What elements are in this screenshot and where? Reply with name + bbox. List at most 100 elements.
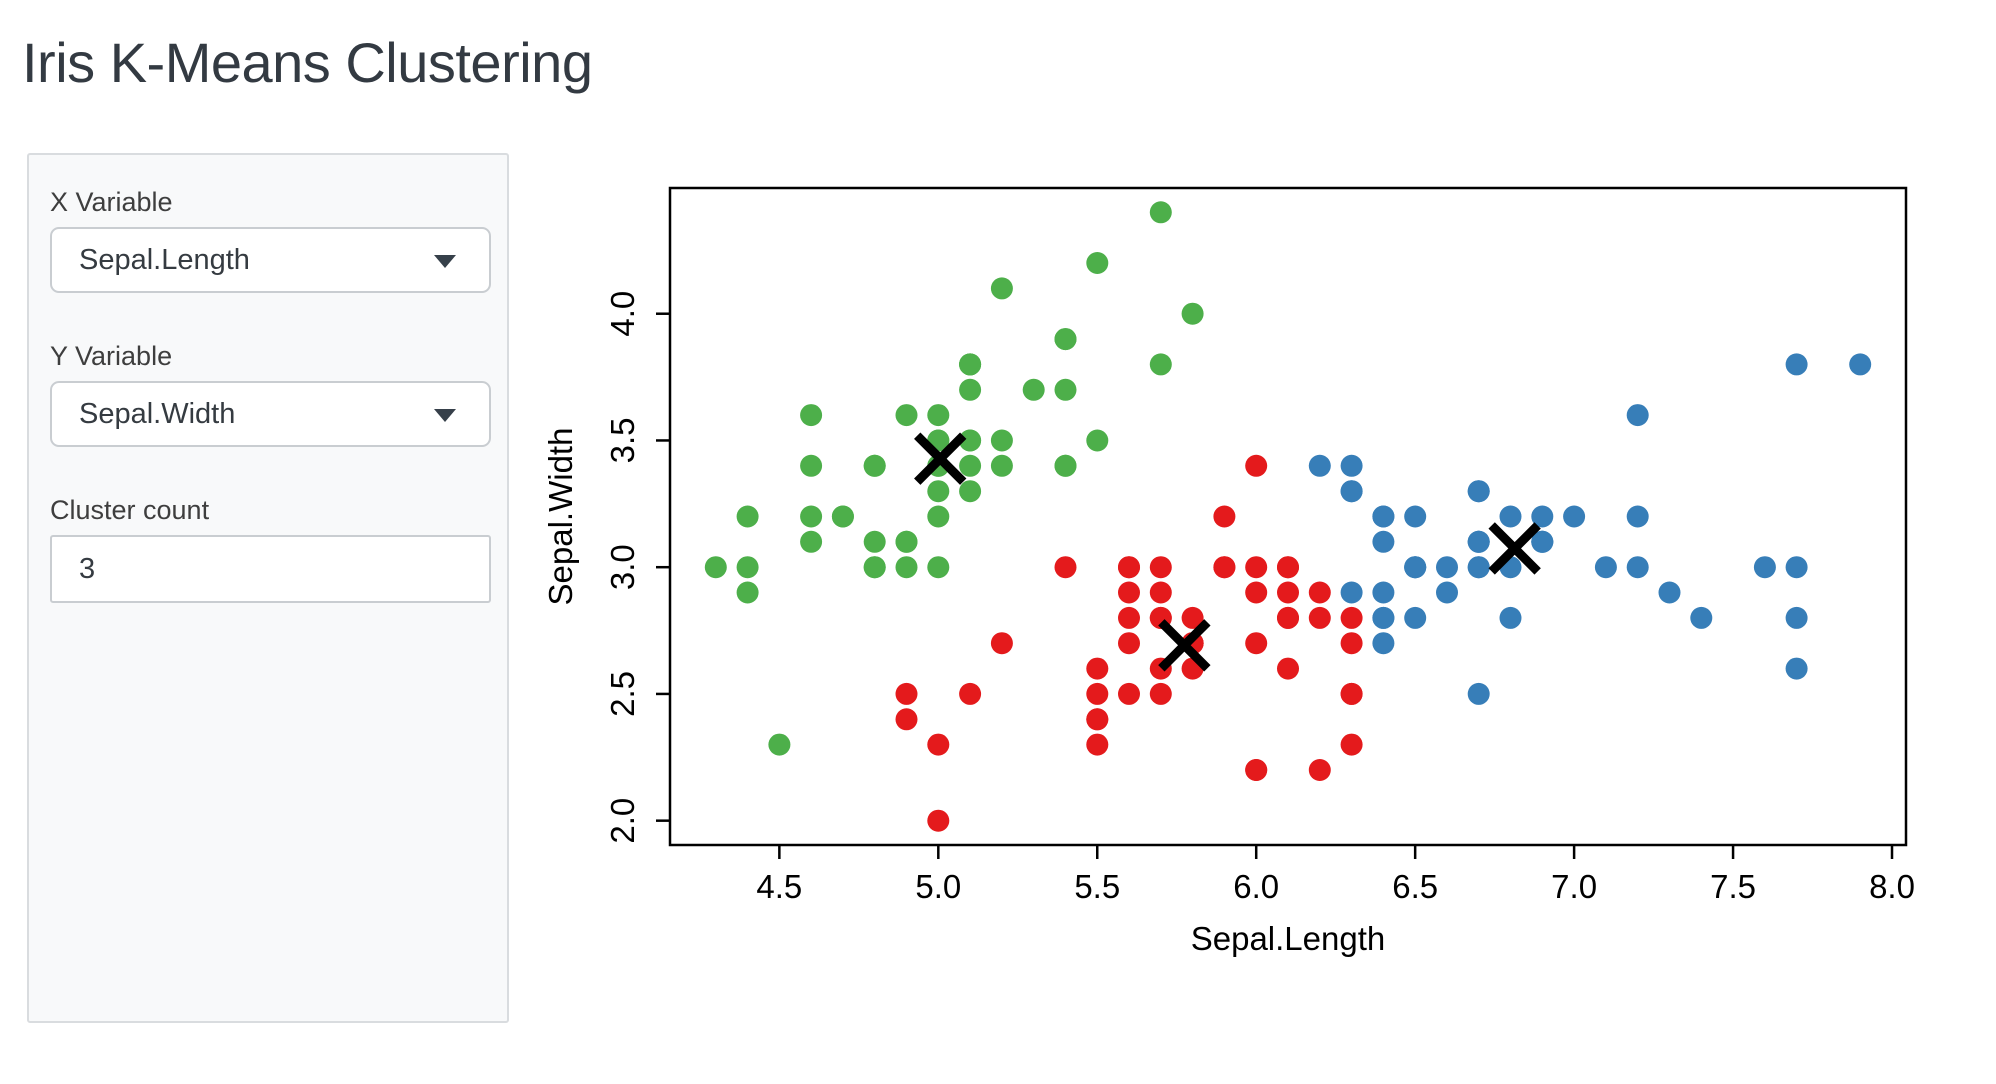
cluster-green-point	[1054, 378, 1077, 401]
cluster-green-point	[990, 429, 1013, 452]
cluster-green-point	[895, 530, 918, 553]
y-variable-select[interactable]: Sepal.Width	[50, 381, 491, 447]
cluster-blue-point	[1594, 556, 1617, 579]
y-variable-value: Sepal.Width	[79, 397, 236, 430]
cluster-red-point	[927, 733, 950, 756]
cluster-blue-point	[1372, 632, 1395, 655]
y-variable-label: Y Variable	[50, 341, 173, 371]
x-variable-label: X Variable	[50, 187, 173, 217]
cluster-red-point	[1118, 581, 1140, 604]
cluster-green-point	[959, 454, 982, 477]
cluster-green-point	[863, 530, 886, 553]
cluster-red-point	[1277, 556, 1299, 579]
cluster-red-point	[1277, 606, 1299, 629]
cluster-red-point	[1340, 632, 1363, 655]
cluster-green-point	[990, 454, 1013, 477]
x-tick-label: 6.5	[1392, 868, 1438, 905]
cluster-count-input[interactable]	[50, 535, 491, 603]
cluster-red-point	[1149, 556, 1172, 579]
cluster-green-point	[1054, 454, 1077, 477]
cluster-blue-point	[1404, 556, 1427, 579]
cluster-blue-point	[1436, 581, 1458, 604]
cluster-blue-point	[1308, 454, 1331, 477]
y-variable-group: Y Variable Sepal.Width	[50, 341, 491, 447]
cluster-blue-point	[1531, 505, 1554, 528]
cluster-red-point	[1245, 556, 1268, 579]
cluster-green-point	[1022, 378, 1045, 401]
cluster-red-point	[1118, 556, 1140, 579]
cluster-blue-point	[1626, 404, 1649, 427]
y-tick-label: 4.0	[604, 291, 641, 337]
cluster-count-group: Cluster count	[50, 495, 491, 603]
cluster-red-point	[1308, 581, 1331, 604]
cluster-red-point	[1086, 682, 1109, 705]
x-variable-value: Sepal.Length	[79, 243, 250, 276]
cluster-blue-point	[1785, 606, 1808, 629]
cluster-red-point	[1181, 606, 1204, 629]
cluster-green-point	[736, 581, 759, 604]
cluster-green-point	[959, 429, 982, 452]
cluster-red-point	[1340, 733, 1363, 756]
sidebar-panel: X Variable Sepal.Length Y Variable Sepal…	[27, 153, 509, 1023]
cluster-blue-point	[1340, 480, 1363, 503]
cluster-blue-point	[1436, 556, 1458, 579]
cluster-blue-point	[1531, 530, 1554, 553]
cluster-green-point	[863, 454, 886, 477]
cluster-green-point	[1054, 328, 1077, 351]
cluster-blue-point	[1404, 505, 1427, 528]
x-variable-select[interactable]: Sepal.Length	[50, 227, 491, 293]
cluster-red-point	[1308, 606, 1331, 629]
cluster-green-point	[736, 556, 759, 579]
cluster-red-point	[1245, 759, 1268, 781]
cluster-green-point	[959, 480, 982, 503]
cluster-blue-point	[1372, 606, 1395, 629]
cluster-red-point	[1149, 581, 1172, 604]
cluster-green-point	[831, 505, 854, 528]
cluster-red-point	[1245, 454, 1268, 477]
x-tick-label: 7.5	[1710, 868, 1756, 905]
cluster-red-point	[1340, 606, 1363, 629]
x-tick-label: 8.0	[1869, 868, 1915, 905]
plot-frame	[668, 186, 1908, 847]
cluster-green-point	[1181, 302, 1204, 325]
cluster-green-point	[959, 378, 982, 401]
cluster-blue-point	[1467, 682, 1490, 705]
y-tick-label: 3.0	[604, 544, 641, 590]
cluster-green-point	[1086, 252, 1109, 274]
cluster-green-point	[800, 530, 823, 553]
y-tick-label: 3.5	[604, 418, 641, 464]
cluster-blue-point	[1785, 353, 1808, 376]
cluster-red-point	[1118, 632, 1140, 655]
cluster-center-marker	[1488, 522, 1541, 575]
y-tick-label: 2.5	[604, 671, 641, 717]
cluster-red-point	[895, 682, 918, 705]
cluster-green-point	[800, 505, 823, 528]
cluster-blue-point	[1340, 581, 1363, 604]
cluster-red-point	[1340, 682, 1363, 705]
cluster-blue-point	[1849, 353, 1872, 376]
cluster-blue-point	[1404, 606, 1427, 629]
cluster-green-point	[990, 277, 1013, 300]
cluster-red-point	[1213, 505, 1236, 528]
cluster-count-label: Cluster count	[50, 495, 210, 525]
cluster-red-point	[1086, 657, 1109, 680]
cluster-blue-point	[1467, 530, 1490, 553]
cluster-green-point	[863, 556, 886, 579]
cluster-red-point	[1213, 556, 1236, 579]
cluster-blue-point	[1658, 581, 1681, 604]
cluster-red-point	[1245, 581, 1268, 604]
x-tick-label: 7.0	[1551, 868, 1597, 905]
cluster-blue-point	[1499, 606, 1522, 629]
cluster-center-marker	[914, 432, 967, 485]
cluster-blue-point	[1626, 505, 1649, 528]
y-axis-title: Sepal.Width	[542, 428, 579, 606]
cluster-red-point	[1118, 682, 1140, 705]
cluster-red-point	[1308, 759, 1331, 781]
cluster-green-point	[959, 353, 982, 376]
cluster-red-point	[895, 708, 918, 731]
cluster-red-point	[1277, 657, 1299, 680]
cluster-blue-point	[1785, 556, 1808, 579]
cluster-green-point	[736, 505, 759, 528]
x-tick-label: 5.5	[1074, 868, 1120, 905]
cluster-red-point	[1277, 581, 1299, 604]
